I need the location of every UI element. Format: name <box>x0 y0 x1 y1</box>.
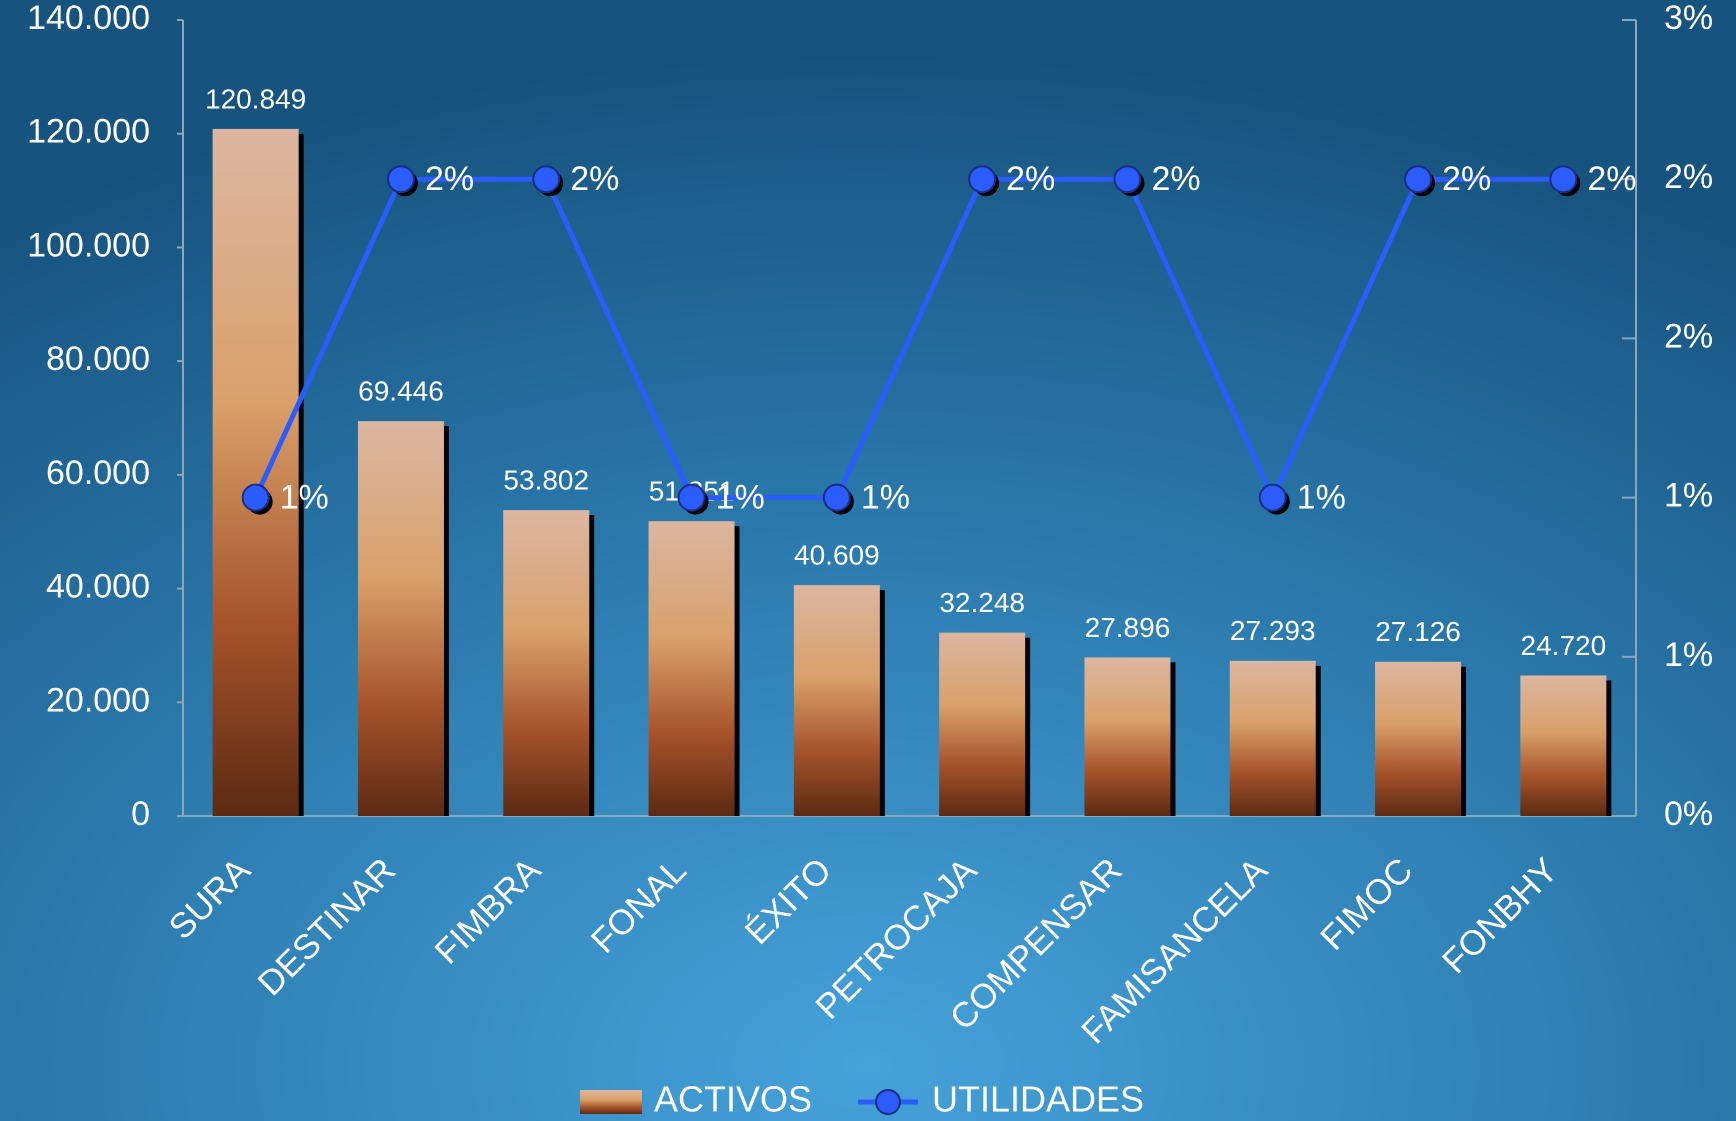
bar <box>793 585 880 816</box>
bar <box>1375 661 1462 816</box>
y-tick-label: 140.000 <box>27 0 150 37</box>
bar <box>1520 675 1607 816</box>
y-tick-label: 120.000 <box>27 113 150 151</box>
marker <box>822 483 851 512</box>
y2-tick-label: 1% <box>1664 636 1713 674</box>
line-value-label: 2% <box>1006 160 1055 198</box>
marker <box>1258 483 1287 512</box>
marker <box>1113 165 1142 194</box>
y2-tick-label: 3% <box>1664 0 1713 37</box>
line-value-label: 1% <box>1297 479 1346 517</box>
line-value-label: 2% <box>425 160 474 198</box>
y-tick-label: 40.000 <box>46 568 150 606</box>
line-value-label: 2% <box>1587 160 1636 198</box>
y2-tick-label: 0% <box>1664 795 1713 833</box>
legend-swatch <box>580 1090 642 1114</box>
line-value-label: 1% <box>716 479 765 517</box>
y-tick-label: 100.000 <box>27 226 150 264</box>
bar <box>1084 657 1171 816</box>
line-value-label: 2% <box>570 160 619 198</box>
bar <box>1229 660 1316 816</box>
bar-value-label: 32.248 <box>939 587 1025 618</box>
bar <box>503 510 590 816</box>
y-tick-label: 60.000 <box>46 454 150 492</box>
line-value-label: 2% <box>1442 160 1491 198</box>
y-tick-label: 20.000 <box>46 681 150 719</box>
marker <box>968 165 997 194</box>
bar-value-label: 27.896 <box>1085 612 1171 643</box>
bar-value-label: 27.293 <box>1230 615 1316 646</box>
bar <box>357 421 444 816</box>
legend-label: UTILIDADES <box>932 1079 1144 1120</box>
bar-value-label: 40.609 <box>794 539 880 570</box>
y2-tick-label: 2% <box>1664 158 1713 196</box>
marker <box>386 165 415 194</box>
y2-tick-label: 2% <box>1664 317 1713 355</box>
line <box>253 176 1564 504</box>
line-value-label: 2% <box>1151 160 1200 198</box>
bar-value-label: 69.446 <box>358 376 444 407</box>
marker <box>241 483 270 512</box>
bar <box>648 521 735 816</box>
bar-value-label: 120.849 <box>205 83 306 114</box>
bar <box>212 128 299 817</box>
marker <box>1549 165 1578 194</box>
marker <box>677 483 706 512</box>
marker <box>532 165 561 194</box>
bar-value-label: 24.720 <box>1521 630 1607 661</box>
y-tick-label: 0 <box>131 795 150 833</box>
bar-value-label: 27.126 <box>1375 616 1461 647</box>
line-value-label: 1% <box>861 479 910 517</box>
y-tick-label: 80.000 <box>46 340 150 378</box>
legend-label: ACTIVOS <box>654 1079 812 1120</box>
line-value-label: 1% <box>280 479 329 517</box>
marker <box>1404 165 1433 194</box>
bar <box>939 632 1026 816</box>
legend-marker <box>875 1089 901 1115</box>
bar-value-label: 53.802 <box>503 464 589 495</box>
y2-tick-label: 1% <box>1664 477 1713 515</box>
